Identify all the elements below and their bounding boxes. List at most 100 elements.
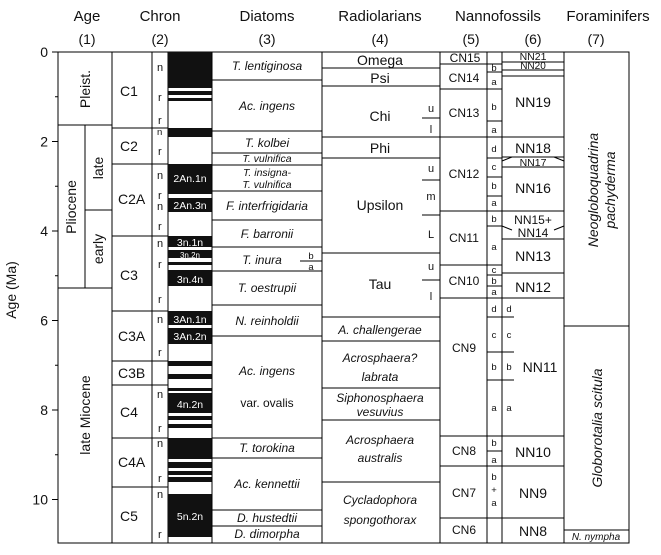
normal-interval — [168, 388, 212, 391]
polarity-r: r — [158, 294, 162, 306]
radiolarian-zone: spongothorax — [344, 513, 418, 527]
polarity-r: r — [158, 221, 162, 233]
chron-label: C2 — [120, 138, 138, 154]
cn-subzone: a — [491, 403, 497, 414]
nn-zone: NN15+ — [514, 213, 552, 227]
polarity-n: n — [157, 170, 163, 182]
header-radiolarians: Radiolarians — [338, 8, 421, 25]
radiolarian-zone: Upsilon — [357, 197, 404, 213]
cn-zone: CN13 — [449, 106, 480, 120]
cn-zone: CN12 — [449, 167, 480, 181]
normal-interval — [168, 262, 212, 265]
polarity-r: r — [158, 259, 162, 271]
diatom-subzone: a — [308, 262, 314, 273]
header-num-3: (3) — [258, 31, 275, 47]
diatom-zone: T. insigna- — [243, 167, 292, 179]
diachronous-boundary — [501, 156, 565, 162]
header-num-5: (5) — [462, 31, 479, 47]
subchron-label: 3An.1n — [173, 314, 206, 326]
subchron-label: 4n.2n — [177, 399, 203, 411]
age-column: Pleist. Pliocene late early late Miocene — [57, 51, 113, 544]
diatom-zone: D. dimorpha — [234, 527, 300, 541]
subchron-label: 3n.1n — [177, 237, 203, 249]
normal-interval — [168, 393, 212, 413]
normal-interval — [168, 438, 212, 459]
nannofossils-cn-column: CN15 CN14 CN13 CN12 CN11 CN10 CN9 CN8 CN… — [439, 51, 503, 544]
axis-tick-label: 10 — [32, 492, 48, 508]
normal-interval — [168, 328, 212, 344]
normal-interval — [168, 494, 212, 537]
cn-subzone: b — [491, 362, 496, 373]
cn-zone: CN8 — [452, 444, 476, 458]
nn-subzone: c — [507, 330, 512, 341]
diachronous-boundary — [501, 225, 565, 231]
normal-interval — [168, 198, 212, 212]
epoch-pliocene: Pliocene — [63, 180, 79, 234]
normal-interval — [168, 361, 212, 366]
radiolarian-subzone: m — [426, 191, 435, 203]
radiolarian-zone: Acrosphaera — [345, 433, 414, 447]
nn-zone: NN19 — [515, 94, 551, 110]
nn-zone: NN11 — [523, 359, 558, 375]
polarity-n: n — [157, 201, 163, 213]
radiolarian-zone: Phi — [370, 140, 390, 156]
diatom-zone: N. reinholdii — [235, 314, 299, 328]
nn-zone: NN14 — [518, 226, 549, 240]
cn-zone: CN14 — [449, 71, 480, 85]
cn-subzone: a — [491, 198, 497, 209]
radiolarian-zone: Cycladophora — [343, 493, 417, 507]
header-num-1: (1) — [78, 31, 95, 47]
epoch-late-miocene: late Miocene — [77, 375, 93, 455]
diatom-zone: var. ovalis — [240, 396, 293, 410]
nn-subzone: b — [506, 362, 511, 373]
nn-zone: NN12 — [515, 279, 551, 295]
radiolarian-zone: Omega — [357, 52, 403, 68]
cn-subzone: c — [492, 162, 497, 173]
diatom-zone: Ac. kennettii — [233, 477, 300, 491]
normal-interval — [168, 98, 212, 101]
polarity-r: r — [158, 473, 162, 485]
radiolarian-zone: Siphonosphaera — [336, 391, 424, 405]
subchron-label: 3n.4n — [177, 274, 203, 286]
subchron-label: 3n.2n — [180, 251, 200, 260]
chron-label: C4 — [120, 404, 138, 420]
diatom-zone: T. lentiginosa — [232, 59, 303, 73]
cn-subzone: b — [491, 438, 496, 449]
axis-tick-label: 8 — [40, 402, 48, 418]
cn-subzone: + — [491, 485, 497, 496]
nannofossils-nn-column: NN21 NN20 NN19 NN18 NN17 NN16 NN15+ NN14… — [501, 51, 565, 544]
polarity-n: n — [157, 314, 163, 326]
nn-subzone: a — [506, 403, 512, 414]
diatom-zone: F. barronii — [241, 227, 294, 241]
subchron-label: 5n.2n — [177, 511, 203, 523]
normal-interval — [168, 250, 212, 258]
subepoch-early: early — [90, 234, 106, 264]
header-num-7: (7) — [587, 31, 604, 47]
cn-subzones: b a b a d c b a b a c b a d c b a b a b … — [491, 63, 497, 509]
nn-zone: NN18 — [515, 140, 551, 156]
polarity-n: n — [157, 489, 163, 501]
polarity-r: r — [158, 190, 162, 202]
polarity-n: n — [157, 62, 163, 74]
header-nannofossils: Nannofossils — [455, 8, 541, 25]
nn-zone: NN8 — [519, 523, 547, 539]
normal-interval — [168, 164, 212, 194]
chron-label: C3 — [120, 267, 138, 283]
normal-interval — [168, 416, 212, 420]
radiolarian-subzone: l — [430, 291, 432, 303]
cn-subzone: a — [491, 77, 497, 88]
header-diatoms: Diatoms — [239, 8, 294, 25]
radiolarian-subzone: L — [428, 229, 434, 241]
nn-zone: NN10 — [515, 444, 551, 460]
chron-label: C5 — [120, 508, 138, 524]
diatom-subzone: b — [308, 251, 313, 262]
header-num-6: (6) — [524, 31, 541, 47]
cn-subzone: b — [491, 102, 496, 113]
axis-tick-label: 0 — [40, 44, 48, 60]
cn-subzone: d — [491, 144, 496, 155]
polarity-bar: 2An.1n 2An.3n 3n.1n 3n.2n 3n.4n 3An.1n 3… — [167, 51, 213, 544]
age-axis: Age (Ma) 0 2 4 6 8 10 — [3, 44, 59, 543]
cn-subzone: a — [491, 242, 497, 253]
cn-zone: CN9 — [452, 341, 476, 355]
